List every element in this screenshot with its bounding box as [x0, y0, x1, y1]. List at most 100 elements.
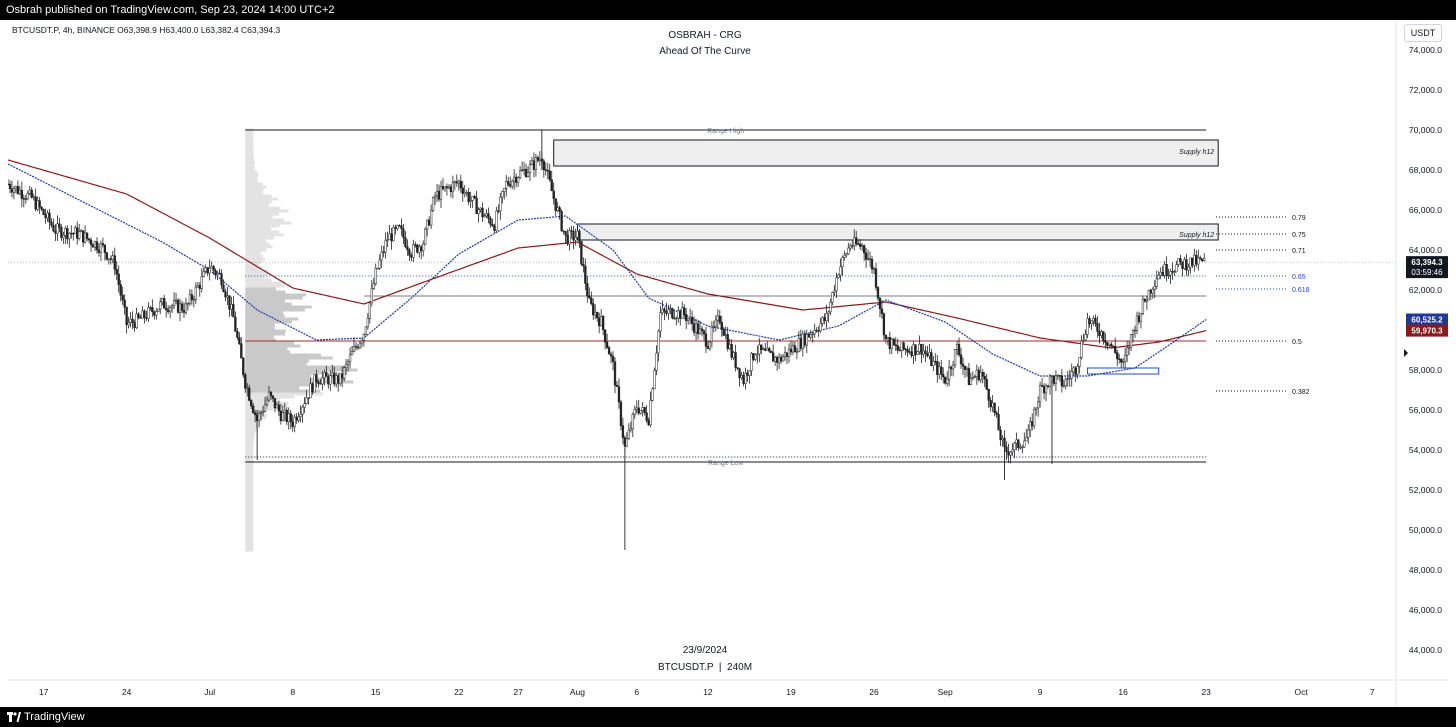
candle-body — [1106, 342, 1109, 346]
volume-profile-bar — [245, 521, 254, 525]
candle-body — [940, 366, 943, 375]
candle-body — [1195, 254, 1198, 265]
candle-body — [1133, 329, 1137, 332]
candle-body — [1058, 375, 1062, 377]
candle-body — [1011, 449, 1014, 453]
candle-body — [639, 409, 642, 414]
candle-body — [908, 351, 911, 353]
candle-body — [811, 333, 814, 336]
candle-body — [1044, 385, 1048, 394]
candle-body — [362, 333, 366, 341]
candle-body — [528, 164, 532, 173]
candle-body — [1074, 367, 1077, 375]
volume-profile-bar — [245, 146, 254, 150]
candle-body — [1155, 278, 1158, 287]
candle-body — [1100, 331, 1103, 336]
candle-body — [884, 334, 888, 340]
candle-body — [176, 299, 180, 313]
volume-profile-bar — [245, 434, 255, 438]
candle-body — [740, 375, 743, 379]
candle-body — [42, 208, 45, 215]
candle-body — [1027, 429, 1030, 438]
candle-body — [807, 333, 810, 338]
candle-body — [781, 356, 785, 362]
candle-body — [435, 190, 439, 197]
volume-profile-bar — [245, 179, 258, 183]
candle-body — [1098, 331, 1101, 336]
candle-body — [331, 372, 334, 376]
y-tick-label: 64,000.0 — [1409, 245, 1442, 255]
x-tick-label: 26 — [869, 687, 879, 697]
candle-body — [819, 323, 822, 331]
candle-body — [518, 170, 522, 178]
candle-body — [246, 387, 249, 389]
candle-body — [718, 315, 721, 323]
currency-button[interactable]: USDT — [1404, 24, 1442, 42]
candle-body — [109, 258, 112, 260]
volume-profile-bar — [245, 140, 254, 144]
y-tick-label: 62,000.0 — [1409, 285, 1442, 295]
candle-body — [36, 200, 39, 210]
candle-body — [1078, 356, 1081, 367]
candle-body — [855, 237, 858, 245]
range-level-label: Range Low — [708, 460, 744, 467]
candle-body — [346, 361, 350, 365]
candle-body — [259, 412, 263, 414]
candle-body — [228, 295, 231, 310]
fib-level-label: 0.5 — [1292, 339, 1302, 346]
candle-body — [174, 299, 178, 302]
volume-profile-bar — [245, 293, 306, 297]
volume-profile-bar — [245, 308, 305, 312]
volume-profile-bar — [245, 407, 273, 411]
brand-name: TradingView — [24, 711, 85, 723]
candle-body — [1092, 317, 1095, 322]
chart-area[interactable]: Range High Range Low Supply h12 Supply h12 … — [6, 20, 1448, 707]
candle-body — [117, 273, 120, 285]
candle-body — [1029, 421, 1032, 431]
candle-body — [420, 246, 423, 251]
volume-profile-bar — [245, 518, 254, 522]
candle-body — [700, 328, 704, 332]
volume-profile-bar — [245, 224, 280, 228]
volume-profile-bar — [245, 155, 254, 159]
candle-body — [1072, 367, 1075, 373]
candle-body — [870, 259, 874, 270]
candle-body — [627, 429, 630, 439]
candle-body — [722, 329, 725, 336]
tradingview-footer: TradingView — [0, 707, 1456, 727]
candle-body — [1019, 447, 1022, 449]
x-tick-label: 8 — [290, 687, 295, 697]
volume-profile-bar — [245, 422, 257, 426]
candle-body — [287, 413, 290, 423]
candle-body — [426, 219, 429, 230]
candle-body — [1050, 375, 1054, 377]
x-tick-label: 23 — [1201, 687, 1211, 697]
price-tag-value: 63,394.3 — [1411, 258, 1443, 267]
volume-profile-bar — [245, 203, 270, 207]
candle-body — [918, 344, 921, 353]
candle-body — [530, 160, 534, 165]
candle-body — [853, 237, 856, 247]
price-tag-value: 59,970.3 — [1411, 327, 1443, 336]
candle-body — [857, 243, 860, 245]
candle-body — [85, 232, 89, 240]
candle-body — [896, 345, 899, 351]
candle-body — [928, 352, 931, 357]
x-tick-label: 12 — [703, 687, 713, 697]
candle-body — [467, 192, 470, 202]
candle-body — [141, 310, 144, 319]
candle-body — [946, 378, 949, 384]
candle-body — [54, 230, 57, 234]
candle-body — [1066, 378, 1069, 380]
candle-body — [299, 414, 302, 417]
candle-body — [685, 314, 688, 321]
volume-profile-bar — [245, 188, 264, 192]
candle-body — [987, 388, 990, 401]
volume-profile-bar — [245, 500, 254, 504]
candle-body — [283, 409, 286, 413]
candle-body — [184, 303, 188, 313]
candle-body — [872, 268, 876, 270]
y-tick-label: 46,000.0 — [1409, 605, 1442, 615]
candle-body — [390, 233, 393, 242]
